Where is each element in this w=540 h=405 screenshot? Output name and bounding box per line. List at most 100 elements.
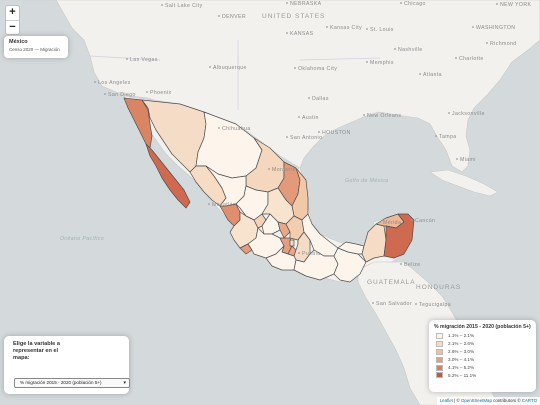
city-label: Atlanta <box>423 72 442 78</box>
city-label: NEBRASKA <box>290 1 322 7</box>
country-label: UNITED STATES <box>262 13 325 20</box>
legend-item: 3.0% – 4.1% <box>436 356 531 364</box>
city-dot <box>286 2 288 4</box>
map-title: México <box>9 39 28 45</box>
country-label: GUATEMALA <box>367 279 416 286</box>
legend-swatch <box>436 340 443 347</box>
state-bcs[interactable] <box>145 143 191 209</box>
city-dot <box>363 114 365 116</box>
carto-link[interactable]: CARTO <box>521 398 537 403</box>
city-label: San Antonio <box>290 135 322 141</box>
legend-item: 2.6% – 3.0% <box>436 348 531 356</box>
city-dot <box>209 66 211 68</box>
city-label: Tampa <box>439 134 457 140</box>
city-dot <box>326 26 328 28</box>
city-dot <box>400 263 402 265</box>
city-dot <box>486 42 488 44</box>
city-dot <box>379 221 381 223</box>
city-dot <box>161 4 163 6</box>
city-label: Monterrey <box>272 167 299 173</box>
city-label: WASHINGTON <box>476 25 515 31</box>
city-dot <box>448 112 450 114</box>
basemap-labels: UNITED STATESGUATEMALAHONDURASNICARAGUAS… <box>60 1 531 342</box>
city-dot <box>366 61 368 63</box>
city-label: Memphis <box>370 60 394 66</box>
city-dot <box>419 73 421 75</box>
city-label: Chihuahua <box>222 126 251 132</box>
attribution-mid: contributors © <box>491 398 522 403</box>
city-label: Mérida <box>383 220 401 226</box>
city-dot <box>286 32 288 34</box>
city-dot <box>146 91 148 93</box>
city-dot <box>268 168 270 170</box>
city-dot <box>126 58 128 60</box>
city-label: Dallas <box>312 96 329 102</box>
legend-title: % migración 2015 - 2020 (población 5+) <box>434 324 531 330</box>
city-label: San Diego <box>108 92 136 98</box>
water-label: Golfo de México <box>345 178 388 184</box>
city-label: Los Angeles <box>98 80 131 86</box>
city-dot <box>456 158 458 160</box>
map-legend: % migración 2015 - 2020 (población 5+) 1… <box>429 320 536 392</box>
city-dot <box>294 67 296 69</box>
state-oax[interactable] <box>293 249 339 281</box>
variable-selector-label: Elige la variable a representar en el ma… <box>13 341 60 361</box>
legend-item: 5.2% – 11.1% <box>436 371 531 379</box>
city-label: Las Vegas <box>130 57 158 63</box>
city-dot <box>208 203 210 205</box>
legend-item-label: 4.1% – 5.2% <box>448 365 475 370</box>
city-dot <box>496 3 498 5</box>
attribution-sep: | © <box>452 398 461 403</box>
city-dot <box>94 81 96 83</box>
city-dot <box>400 2 402 4</box>
variable-select-value: % migración 2015 - 2020 (población 5+) <box>20 380 102 385</box>
city-dot <box>415 303 417 305</box>
zoom-control: + − <box>5 5 20 35</box>
leaflet-link[interactable]: Leaflet <box>439 398 453 403</box>
city-dot <box>372 302 374 304</box>
city-label: Puebla <box>302 251 321 257</box>
legend-swatch <box>436 356 443 363</box>
zoom-in-button[interactable]: + <box>9 6 16 18</box>
legend-item-label: 2.1% – 2.6% <box>448 341 475 347</box>
map-subtitle: Censo 2020 — Migración <box>9 47 60 52</box>
city-label: Albuquerque <box>213 65 247 71</box>
city-label: Charlotte <box>459 56 484 62</box>
city-label: Oklahoma City <box>298 66 337 72</box>
city-dot <box>411 219 413 221</box>
legend-item-label: 3.0% – 4.1% <box>448 357 475 363</box>
legend-swatch <box>436 372 443 379</box>
city-label: Kansas City <box>330 25 362 31</box>
city-label: New Orleans <box>367 113 401 119</box>
city-dot <box>298 116 300 118</box>
legend-item: 2.1% – 2.6% <box>436 340 531 348</box>
variable-select[interactable]: % migración 2015 - 2020 (población 5+) ▾ <box>14 378 130 388</box>
city-label: Salt Lake City <box>165 3 203 9</box>
city-label: Nashville <box>398 47 423 53</box>
city-dot <box>218 15 220 17</box>
country-label: HONDURAS <box>416 284 461 291</box>
state-qroo[interactable] <box>383 213 415 259</box>
city-label: Austin <box>302 115 319 121</box>
water-label: Océano Pacífico <box>60 236 104 242</box>
city-dot <box>318 131 320 133</box>
city-label: Belize <box>404 262 421 268</box>
state-cdmx[interactable] <box>289 239 295 247</box>
city-label: San Salvador <box>376 301 412 307</box>
city-label: Cancún <box>415 218 435 224</box>
city-dot <box>435 135 437 137</box>
variable-selector-panel: Elige la variable a representar en el ma… <box>4 336 130 394</box>
map-title-box: México Censo 2020 — Migración <box>4 36 68 58</box>
state-gro[interactable] <box>265 245 297 271</box>
map-attribution: Leaflet | © OpenStreetMap contributors ©… <box>436 397 540 405</box>
legend-swatch <box>436 332 443 339</box>
city-label: Miami <box>460 157 476 163</box>
city-dot <box>218 127 220 129</box>
zoom-out-button[interactable]: − <box>6 20 19 34</box>
city-label: Tegucigalpa <box>419 302 451 308</box>
city-label: HOUSTON <box>322 130 351 136</box>
city-label: St. Louis <box>370 27 394 33</box>
states-layer <box>123 97 415 283</box>
legend-item-label: 2.6% – 3.0% <box>448 349 475 355</box>
osm-link[interactable]: OpenStreetMap <box>460 398 492 403</box>
